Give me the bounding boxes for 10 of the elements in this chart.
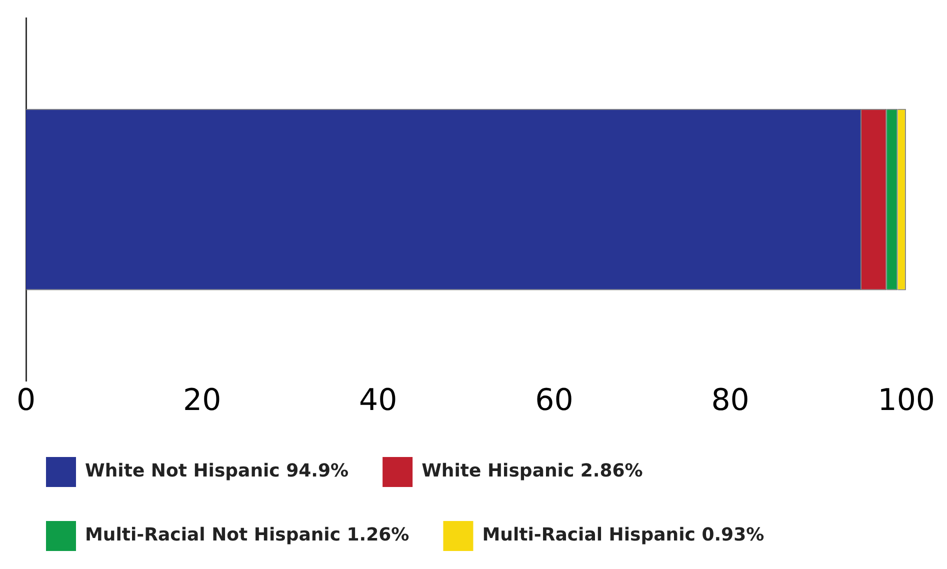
x-tick-label: 40 xyxy=(359,382,398,418)
x-tick-label: 20 xyxy=(182,382,222,418)
legend-label: White Not Hispanic 94.9% xyxy=(85,460,349,482)
x-tick-label: 60 xyxy=(535,382,574,418)
x-tick-label: 100 xyxy=(878,382,935,418)
x-tick-label: 80 xyxy=(711,382,750,418)
legend-label: White Hispanic 2.86% xyxy=(422,460,643,482)
x-tick-label: 0 xyxy=(16,382,36,418)
legend-label: Multi-Racial Hispanic 0.93% xyxy=(482,524,764,546)
legend-label: Multi-Racial Not Hispanic 1.26% xyxy=(85,524,410,546)
